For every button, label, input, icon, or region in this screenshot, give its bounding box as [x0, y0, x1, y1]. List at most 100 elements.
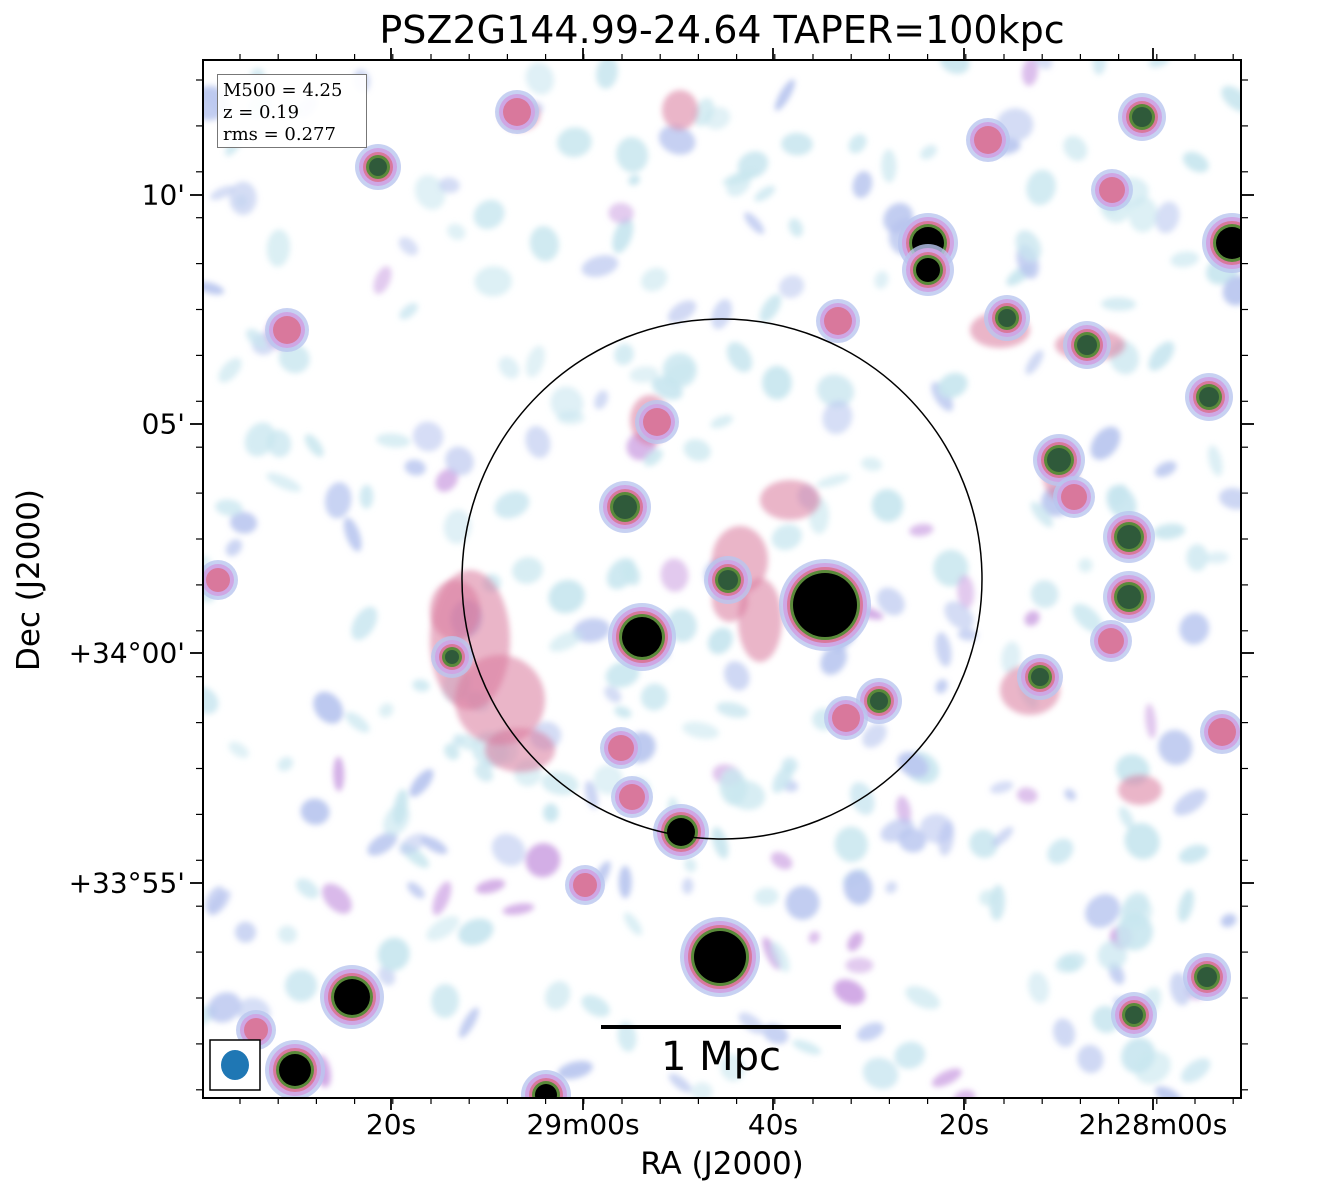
noise-blob — [1047, 838, 1074, 864]
noise-blob — [822, 400, 853, 435]
noise-blob — [606, 557, 636, 590]
x-tick-label: 40s — [747, 1108, 799, 1141]
noise-blob — [847, 931, 863, 952]
noise-blob — [494, 491, 530, 519]
radio-source — [902, 244, 954, 296]
radio-source — [599, 481, 651, 533]
noise-blob — [693, 98, 715, 127]
noise-blob — [629, 366, 660, 383]
noise-blob — [228, 741, 249, 759]
noise-blob — [1085, 894, 1121, 928]
x-tick-label: 2h28m00s — [1078, 1108, 1228, 1141]
radio-source — [966, 118, 1010, 162]
noise-blob — [409, 769, 434, 797]
noise-blob — [1016, 787, 1038, 804]
noise-blob — [300, 798, 330, 825]
noise-blob — [616, 136, 649, 173]
noise-blob — [876, 587, 905, 616]
noise-blob — [643, 449, 663, 467]
noise-blob — [443, 509, 472, 544]
noise-blob — [1028, 971, 1050, 1004]
noise-blob — [919, 813, 954, 844]
noise-blob — [1077, 1044, 1104, 1074]
diffuse-emission — [430, 580, 480, 640]
radio-source — [1103, 511, 1155, 563]
radio-source — [1017, 654, 1063, 700]
noise-blob — [856, 1022, 884, 1041]
y-tick-label: +33°55' — [68, 866, 185, 900]
noise-blob — [612, 217, 634, 254]
noise-blob — [898, 828, 927, 853]
radio-source — [653, 804, 709, 860]
noise-blob — [651, 376, 683, 400]
diffuse-emission — [662, 90, 698, 130]
noise-blob — [1072, 603, 1103, 633]
noise-blob — [414, 175, 446, 210]
noise-blob — [581, 994, 610, 1017]
noise-blob — [383, 804, 410, 836]
radio-source — [265, 1040, 325, 1098]
noise-blob — [398, 236, 419, 256]
noise-blob — [897, 751, 929, 778]
noise-blob — [957, 574, 975, 609]
diffuse-emission — [738, 578, 782, 662]
plot-frame — [202, 59, 1242, 1099]
radio-source — [856, 678, 902, 724]
noise-blob — [933, 549, 969, 587]
y-tick-label: 10' — [141, 178, 185, 212]
noise-blob — [683, 439, 711, 462]
intensity-map — [203, 60, 1241, 1098]
radio-source — [1091, 169, 1133, 211]
noise-blob — [744, 212, 765, 235]
radio-source — [1202, 213, 1241, 273]
noise-blob — [378, 703, 394, 718]
noise-blob — [445, 446, 474, 476]
noise-blob — [266, 472, 302, 492]
noise-blob — [512, 557, 543, 584]
noise-blob — [668, 1073, 692, 1093]
noise-blob — [475, 879, 506, 894]
noise-blob — [398, 833, 427, 855]
noise-blob — [277, 756, 294, 772]
x-tick-label: 20s — [365, 1108, 417, 1141]
noise-blob — [1181, 1058, 1211, 1083]
beam-ellipse — [221, 1050, 249, 1080]
noise-blob — [207, 992, 242, 1023]
y-axis-label: Dec (J2000) — [11, 488, 47, 672]
noise-blob — [596, 60, 618, 89]
noise-blob — [447, 223, 466, 241]
plot-title: PSZ2G144.99-24.64 TAPER=100kpc — [379, 8, 1065, 52]
radio-source — [203, 560, 238, 600]
noise-blob — [343, 517, 362, 552]
noise-blob — [244, 422, 276, 457]
noise-blob — [321, 883, 352, 914]
radio-source — [1063, 321, 1111, 369]
noise-blob — [640, 267, 668, 292]
noise-blob — [604, 686, 622, 703]
noise-blob — [990, 781, 1014, 794]
radio-source — [431, 636, 473, 678]
noise-blob — [710, 415, 733, 429]
noise-blob — [816, 473, 850, 488]
noise-blob — [431, 983, 460, 1018]
noise-blob — [377, 937, 410, 971]
y-tick-label: 05' — [141, 407, 185, 441]
noise-blob — [852, 171, 873, 199]
r500-circle — [461, 318, 983, 840]
noise-blob — [542, 803, 559, 823]
x-tick-label: 20s — [938, 1108, 990, 1141]
noise-blob — [594, 390, 609, 410]
noise-blob — [205, 886, 226, 914]
noise-blob — [351, 606, 378, 641]
noise-blob — [277, 925, 298, 944]
noise-blob — [345, 711, 370, 733]
noise-blob — [774, 79, 795, 111]
noise-blob — [618, 865, 632, 899]
noise-blob — [640, 683, 668, 711]
noise-blob — [711, 826, 729, 859]
noise-blob — [246, 328, 267, 349]
radio-source — [779, 559, 871, 651]
radio-source — [600, 727, 642, 769]
noise-blob — [969, 829, 998, 859]
noise-blob — [724, 661, 750, 691]
